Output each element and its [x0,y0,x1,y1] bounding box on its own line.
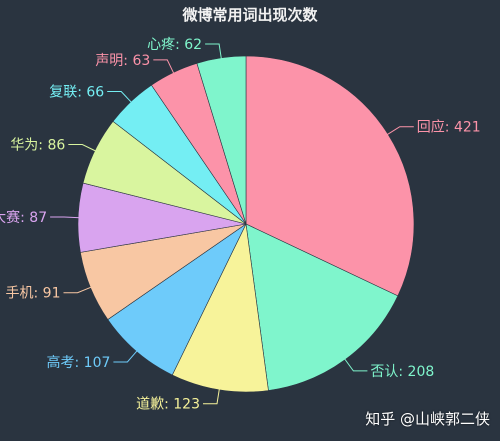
chart-title: 微博常用词出现次数 [182,6,318,24]
watermark: 知乎 @山峡郭二侠 [365,410,490,428]
leader-line-高考 [113,349,139,363]
slice-label-高考: 高考: 107 [47,354,111,371]
leader-line-手机 [63,286,93,294]
slice-label-否认: 否认: 208 [370,364,434,380]
leader-line-心疼 [205,43,222,60]
leader-line-声明 [153,59,175,75]
slice-label-道歉: 道歉: 123 [136,396,200,413]
slice-label-华为: 华为: 86 [10,138,65,154]
slice-label-复联: 复联: 66 [49,84,104,101]
leader-line-华为 [68,144,97,152]
leader-line-大赛 [50,216,81,219]
slice-label-回应: 回应: 421 [417,119,481,136]
leader-line-道歉 [203,387,220,405]
slice-label-心疼: 心疼: 62 [147,37,202,53]
slice-label-声明: 声明: 63 [95,53,150,69]
leader-line-回应 [386,126,414,136]
leader-line-否认 [343,357,368,372]
leader-line-复联 [107,91,133,104]
slice-label-大赛: 大赛: 87 [0,210,47,226]
slice-label-手机: 手机: 91 [6,286,61,302]
